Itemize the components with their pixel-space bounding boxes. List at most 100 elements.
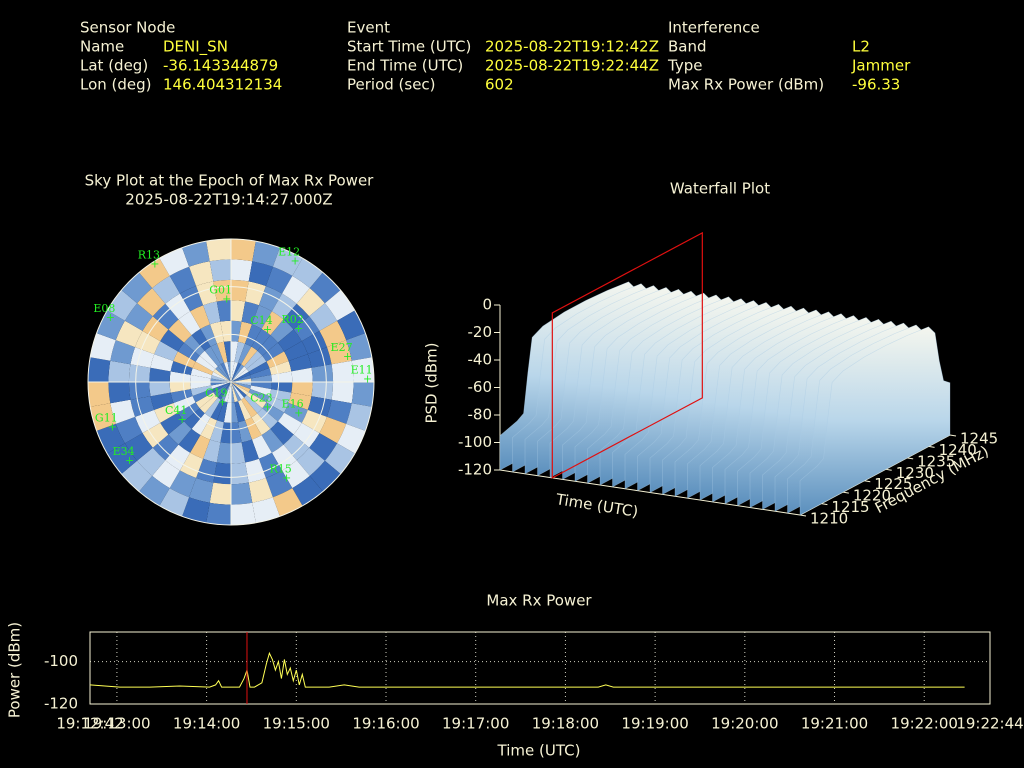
satellite-label: E12 [278, 245, 300, 258]
x-tick-label: 19:12:42 [56, 715, 123, 733]
sky-cell [241, 301, 259, 325]
satellite-marker: + [125, 454, 134, 467]
sky-cell [150, 392, 174, 410]
sky-cell [282, 275, 310, 304]
sky-cell [231, 378, 252, 382]
sky-cell [246, 392, 267, 409]
sky-cell [257, 335, 278, 356]
sky-cell [216, 442, 231, 464]
sky-cell [90, 403, 116, 431]
sky-cell [231, 382, 245, 400]
sky-cell [245, 458, 266, 483]
sky-cell [139, 475, 170, 506]
sky-cell [265, 470, 293, 498]
sky-cell [319, 320, 347, 348]
sky-cell [192, 389, 214, 403]
sky-cell [288, 392, 312, 410]
sky-cell [152, 460, 180, 489]
sky-cell [265, 266, 293, 294]
sky-cell [251, 382, 272, 390]
sky-cell [327, 340, 352, 365]
sky-cell [200, 324, 217, 347]
sky-cell [351, 357, 374, 382]
x-tick-label: 19:22:00 [891, 715, 958, 733]
sky-cell [165, 293, 191, 320]
sky-cell [169, 266, 197, 294]
sky-cell [110, 340, 135, 365]
section-title: Sensor Node [80, 19, 175, 37]
sky-cell [231, 382, 238, 403]
sky-cell [296, 288, 325, 317]
x-axis-label: Time (UTC) [497, 742, 581, 760]
satellite-label: G01 [209, 283, 232, 296]
sky-cell [331, 360, 354, 382]
y-tick-label: 1210 [810, 510, 848, 528]
sky-cell [115, 320, 143, 348]
sky-cell [149, 382, 171, 397]
sky-cell [169, 371, 191, 382]
sky-cell [189, 478, 214, 503]
sky-cell [231, 239, 256, 262]
sky-cell [142, 316, 169, 342]
sky-cell [210, 382, 231, 386]
sky-cell [220, 362, 231, 382]
field-value: 146.404312134 [163, 76, 282, 94]
sky-cell [324, 443, 355, 474]
sky-cell [217, 341, 228, 363]
sky-cell [231, 259, 253, 282]
satellite-marker: + [294, 322, 303, 335]
sky-cell [195, 392, 216, 409]
sky-cell [107, 290, 138, 321]
sky-cell [231, 364, 245, 382]
sky-cell [244, 395, 263, 414]
sky-cell [137, 288, 166, 317]
sky-cell [309, 460, 341, 492]
sky-cell [261, 311, 284, 336]
sky-cell [231, 382, 249, 396]
sky-cell [184, 408, 205, 429]
sky-cell [216, 300, 231, 322]
sky-cell [270, 319, 294, 343]
sky-cell [152, 303, 179, 330]
sky-background [88, 239, 374, 525]
sky-cell [248, 361, 270, 375]
sky-cell [206, 239, 231, 262]
sky-cell [177, 402, 200, 422]
satellite-label: E34 [113, 445, 135, 458]
satellite-marker: + [178, 413, 187, 426]
sky-cell [217, 401, 228, 423]
y-tick-label: -100 [44, 652, 78, 670]
z-tick-label: 0 [482, 296, 492, 314]
sky-cell [115, 416, 143, 444]
y-tick [907, 457, 914, 460]
sky-cell [234, 341, 245, 363]
sky-cell [283, 303, 310, 330]
sky-cell [241, 439, 259, 463]
y-axis-label: Power (dBm) [6, 622, 24, 718]
sky-cell [189, 261, 214, 286]
y-tick [821, 503, 828, 506]
field-label: Band [668, 38, 707, 56]
x-tick-label: 19:20:00 [711, 715, 778, 733]
sky-cell [231, 502, 256, 525]
sky-cell [211, 371, 231, 382]
satellite-marker: + [291, 254, 300, 267]
sky-cell [209, 259, 231, 282]
x-tick-label: 19:15:00 [263, 715, 330, 733]
sky-cell [220, 382, 231, 402]
sky-cell [199, 395, 218, 414]
sky-cell [291, 367, 313, 382]
sky-cell [231, 382, 242, 402]
z-tick-label: -60 [468, 378, 493, 396]
sky-cell [231, 382, 235, 403]
sky-cell [252, 241, 280, 267]
sky-cell [231, 371, 251, 382]
sky-cell [190, 368, 212, 379]
sky-cell [108, 360, 131, 382]
sky-cell [307, 347, 332, 368]
sky-cell [269, 361, 292, 375]
satellite-label: C19 [205, 386, 227, 399]
satellite-label: E08 [93, 302, 115, 315]
x-tick-label: 19:14:00 [173, 715, 240, 733]
